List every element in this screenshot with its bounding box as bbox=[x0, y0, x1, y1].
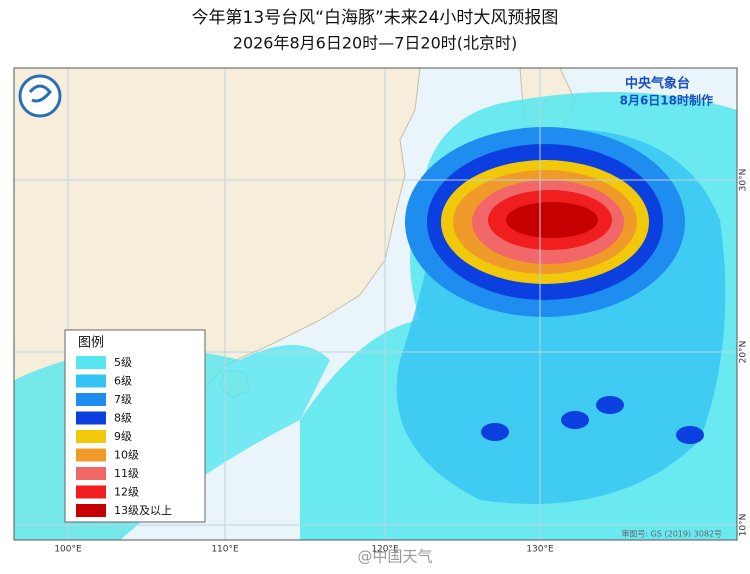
longitude-label: 120°E bbox=[371, 545, 399, 555]
map-frame bbox=[13, 67, 738, 541]
longitude-label: 100°E bbox=[54, 545, 82, 555]
wind-patch bbox=[561, 411, 589, 429]
legend-swatch bbox=[76, 411, 106, 425]
legend-swatch bbox=[76, 504, 106, 517]
legend-swatch bbox=[76, 430, 106, 443]
latitude-label: 10°N bbox=[739, 514, 749, 537]
legend-swatch bbox=[76, 393, 106, 406]
latitude-label: 20°N bbox=[739, 341, 749, 364]
legend-swatch bbox=[76, 485, 106, 499]
legend-label: 13级及以上 bbox=[114, 504, 172, 517]
watermark: @中国天气 bbox=[357, 548, 432, 566]
wind-patch bbox=[596, 396, 624, 414]
legend-title: 图例 bbox=[78, 336, 104, 351]
longitude-labels: 100°E 110°E 120°E 130°E bbox=[54, 545, 554, 555]
map-subtitle: 2026年8月6日20时—7日20时(北京时) bbox=[233, 34, 517, 53]
legend-swatch bbox=[76, 467, 106, 480]
logo-mark bbox=[28, 84, 52, 103]
longitude-label: 130°E bbox=[526, 545, 554, 555]
longitude-label: 110°E bbox=[211, 545, 239, 555]
legend-swatch bbox=[76, 356, 106, 369]
graticule bbox=[14, 68, 737, 540]
legend-label: 10级 bbox=[114, 449, 139, 462]
map-number: 审图号: GS (2019) 3082号 bbox=[621, 529, 722, 539]
issue-time: 8月6日18时制作 bbox=[620, 93, 713, 108]
legend-swatch bbox=[76, 374, 106, 388]
legend-label: 5级 bbox=[114, 356, 132, 369]
legend-label: 9级 bbox=[114, 430, 132, 443]
wind-patch bbox=[481, 423, 509, 441]
wind-zone bbox=[506, 202, 598, 238]
latitude-labels: 30°N 20°N 10°N bbox=[739, 169, 749, 537]
wind-patch bbox=[676, 426, 704, 444]
legend-label: 12级 bbox=[114, 486, 139, 499]
agency-logo bbox=[18, 74, 62, 118]
agency-name: 中央气象台 bbox=[625, 76, 690, 92]
latitude-label: 30°N bbox=[739, 169, 749, 192]
legend-items: 5级 6级 7级 8级 9级 10级 11级 12级 13级及以上 bbox=[76, 356, 172, 517]
legend-label: 8级 bbox=[114, 412, 132, 425]
legend-label: 7级 bbox=[114, 393, 132, 406]
legend-label: 11级 bbox=[114, 467, 139, 480]
map-title: 今年第13号台风“白海豚”未来24小时大风预报图 bbox=[192, 8, 559, 28]
legend-swatch bbox=[76, 448, 106, 462]
legend-label: 6级 bbox=[114, 375, 132, 388]
